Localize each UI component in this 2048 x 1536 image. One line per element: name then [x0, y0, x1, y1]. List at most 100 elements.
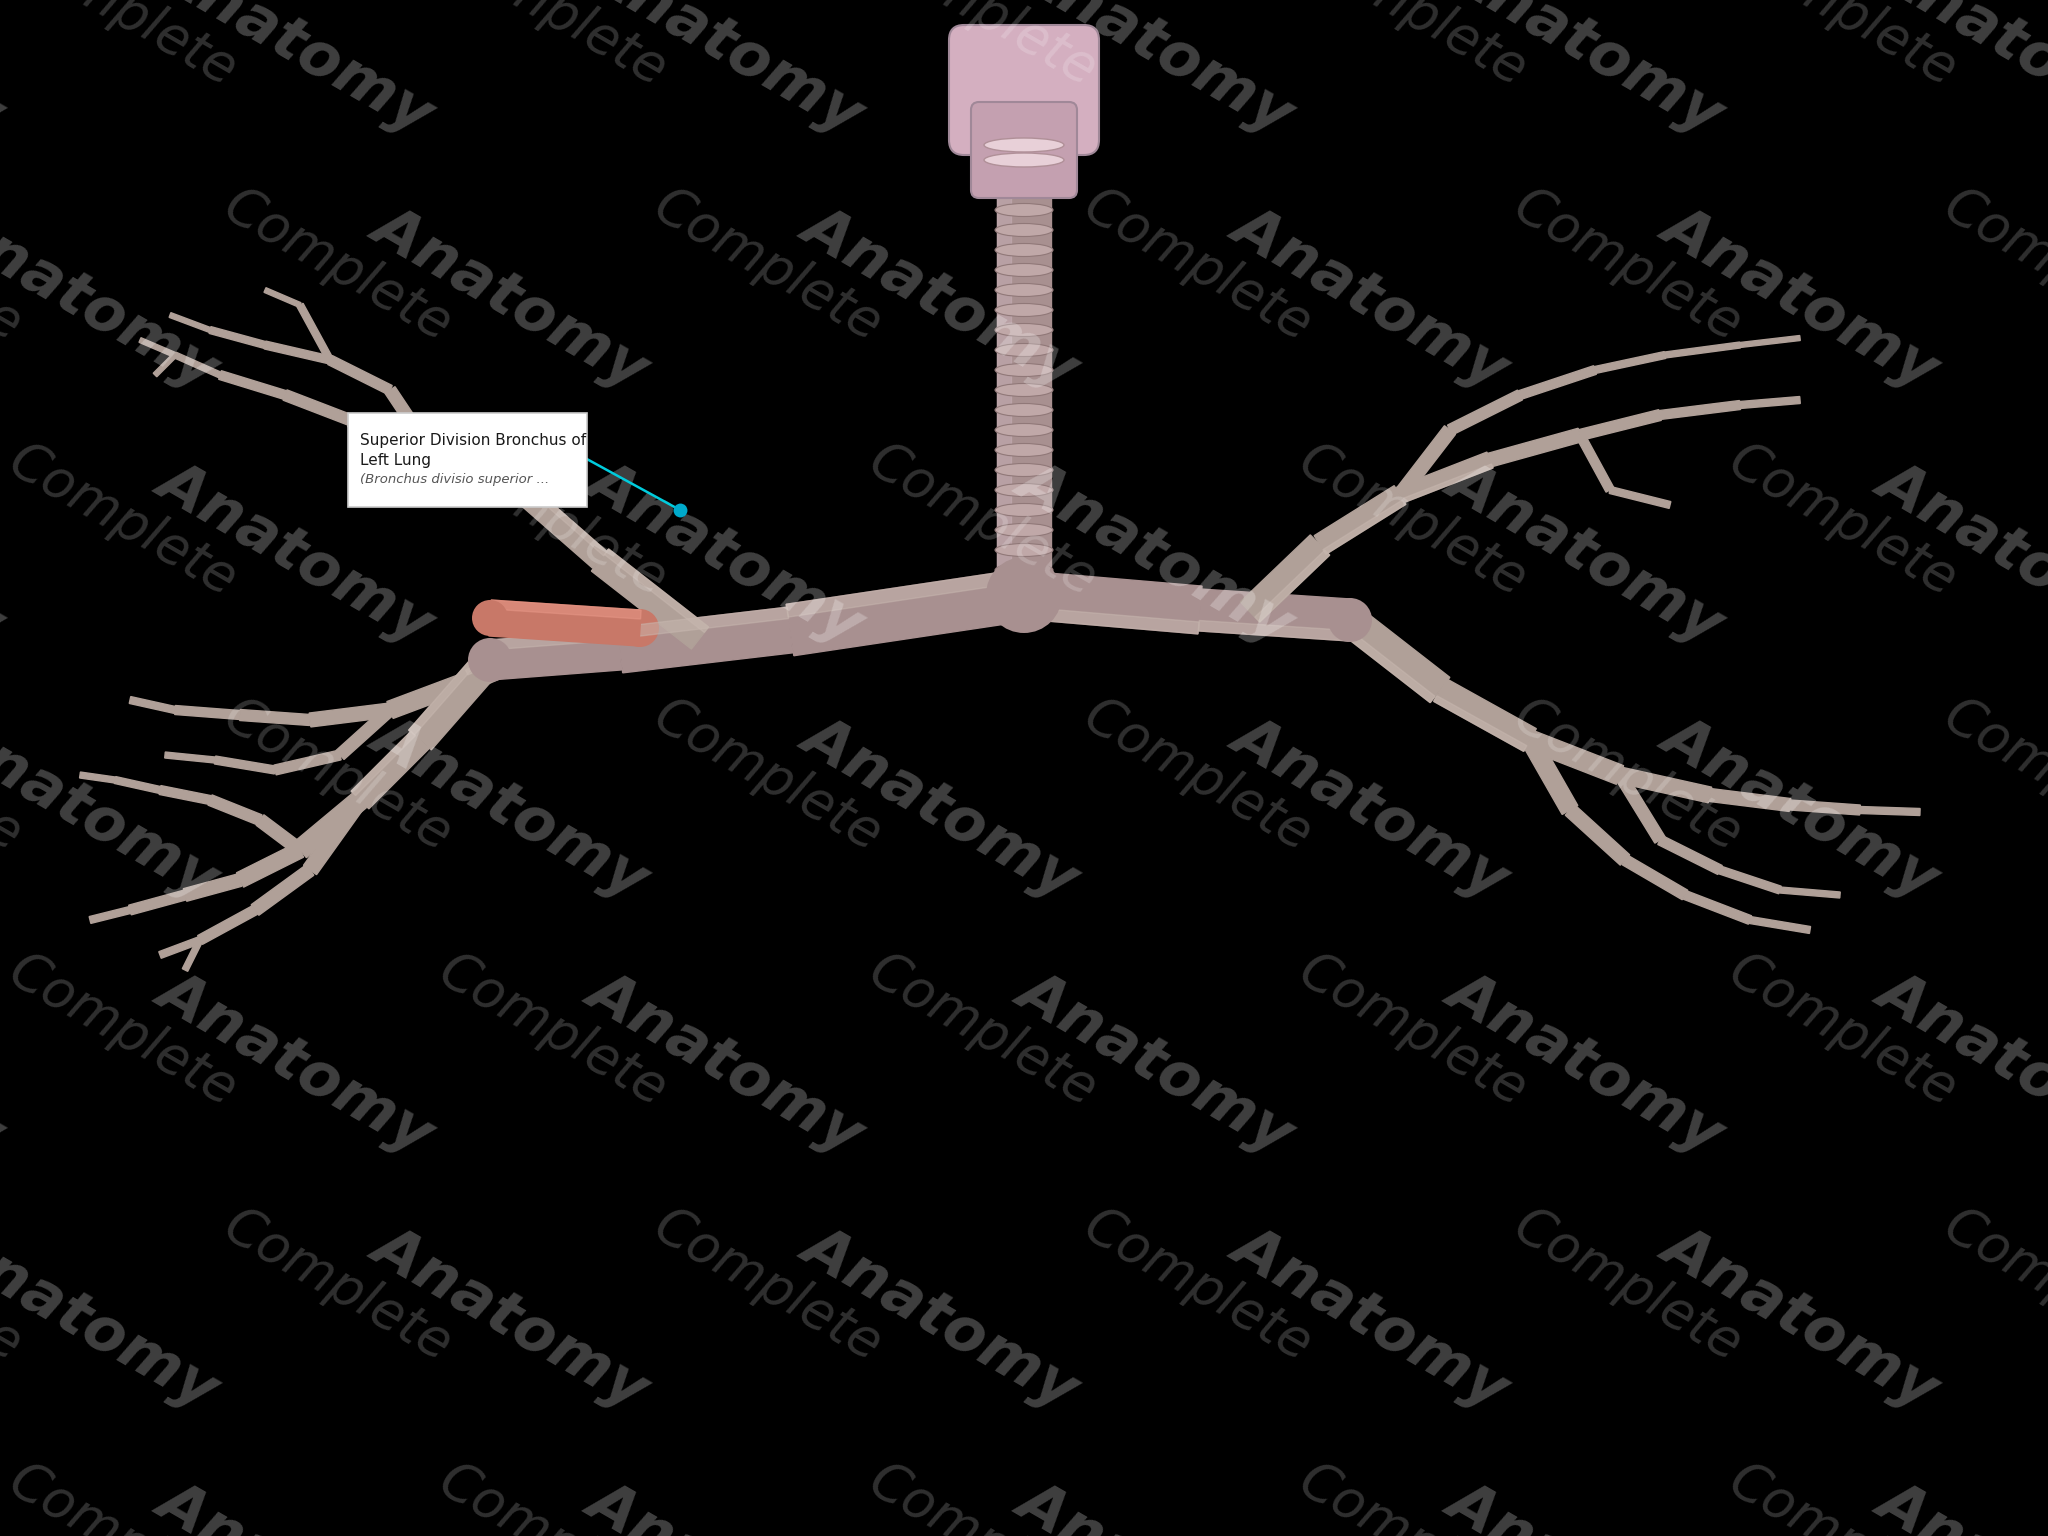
Polygon shape — [1577, 433, 1614, 492]
Text: Complete: Complete — [1075, 180, 1321, 352]
Text: Anatomy: Anatomy — [1223, 1217, 1518, 1421]
Text: Complete: Complete — [0, 1455, 246, 1536]
Text: Anatomy: Anatomy — [0, 197, 227, 401]
Polygon shape — [154, 353, 176, 376]
Circle shape — [471, 601, 508, 636]
Polygon shape — [1448, 390, 1522, 435]
Polygon shape — [236, 843, 303, 888]
Polygon shape — [1522, 736, 1577, 814]
Text: Anatomy: Anatomy — [147, 962, 442, 1166]
Text: Complete: Complete — [860, 1455, 1106, 1536]
Text: Anatomy: Anatomy — [0, 452, 12, 656]
Text: Anatomy: Anatomy — [1438, 0, 1733, 146]
Ellipse shape — [995, 564, 1053, 576]
Polygon shape — [387, 671, 473, 719]
Ellipse shape — [995, 304, 1053, 316]
Text: Complete: Complete — [430, 0, 676, 97]
Polygon shape — [264, 341, 332, 364]
Ellipse shape — [995, 264, 1053, 276]
Polygon shape — [1255, 550, 1329, 622]
Polygon shape — [616, 607, 788, 639]
FancyBboxPatch shape — [971, 101, 1077, 198]
Text: Anatomy: Anatomy — [1868, 0, 2048, 146]
Text: Complete: Complete — [1720, 435, 1966, 607]
Text: Anatomy: Anatomy — [0, 1471, 12, 1536]
Text: Anatomy: Anatomy — [1653, 1217, 1948, 1421]
Text: Complete: Complete — [0, 945, 246, 1117]
Polygon shape — [209, 327, 266, 349]
Text: Complete: Complete — [1290, 1455, 1536, 1536]
Text: Complete: Complete — [645, 690, 891, 862]
Text: Anatomy: Anatomy — [147, 1471, 442, 1536]
Polygon shape — [309, 703, 391, 727]
Text: Complete: Complete — [1075, 1200, 1321, 1372]
Text: Anatomy: Anatomy — [1438, 1471, 1733, 1536]
Polygon shape — [1657, 836, 1722, 874]
Text: Complete: Complete — [215, 690, 461, 862]
Ellipse shape — [995, 284, 1053, 296]
Polygon shape — [252, 865, 313, 915]
Text: Complete: Complete — [1505, 1200, 1751, 1372]
Ellipse shape — [995, 464, 1053, 476]
Polygon shape — [1579, 410, 1661, 441]
Polygon shape — [1622, 856, 1688, 900]
Text: Anatomy: Anatomy — [1223, 707, 1518, 911]
Ellipse shape — [995, 203, 1053, 217]
Text: Anatomy: Anatomy — [362, 1217, 657, 1421]
Polygon shape — [524, 482, 608, 556]
Text: Complete: Complete — [0, 435, 246, 607]
Polygon shape — [328, 355, 393, 395]
Text: Complete: Complete — [1505, 690, 1751, 862]
Text: Complete: Complete — [0, 0, 246, 97]
Polygon shape — [1395, 425, 1456, 499]
Polygon shape — [1022, 571, 1202, 634]
Text: Anatomy: Anatomy — [0, 1217, 227, 1421]
Polygon shape — [174, 705, 240, 719]
Text: Anatomy: Anatomy — [0, 707, 227, 911]
Polygon shape — [997, 190, 1051, 594]
Polygon shape — [1610, 487, 1671, 508]
Polygon shape — [1616, 773, 1665, 843]
Text: Anatomy: Anatomy — [793, 197, 1087, 401]
Ellipse shape — [995, 384, 1053, 396]
Polygon shape — [1198, 621, 1350, 641]
Circle shape — [985, 558, 1063, 633]
Polygon shape — [1489, 429, 1581, 467]
Text: Complete: Complete — [860, 945, 1106, 1117]
Text: Complete: Complete — [645, 1200, 891, 1372]
Text: Anatomy: Anatomy — [1008, 0, 1303, 146]
Ellipse shape — [983, 154, 1065, 167]
Polygon shape — [465, 630, 565, 690]
Polygon shape — [350, 731, 428, 809]
Polygon shape — [197, 906, 258, 945]
Polygon shape — [1749, 917, 1810, 934]
Polygon shape — [160, 785, 211, 805]
Polygon shape — [1397, 452, 1493, 502]
Polygon shape — [1710, 788, 1790, 811]
Polygon shape — [489, 601, 641, 647]
Text: Complete: Complete — [215, 1200, 461, 1372]
Text: Complete: Complete — [430, 1455, 676, 1536]
Text: Anatomy: Anatomy — [1438, 962, 1733, 1166]
Text: Anatomy: Anatomy — [1868, 1471, 2048, 1536]
Ellipse shape — [995, 364, 1053, 376]
Polygon shape — [604, 548, 709, 633]
Ellipse shape — [995, 544, 1053, 556]
Polygon shape — [293, 793, 367, 857]
Polygon shape — [1683, 891, 1751, 925]
Polygon shape — [139, 338, 176, 358]
Polygon shape — [182, 874, 242, 902]
Text: Complete: Complete — [645, 180, 891, 352]
Text: Complete: Complete — [215, 180, 461, 352]
Polygon shape — [1718, 866, 1782, 894]
Polygon shape — [1022, 607, 1198, 634]
Polygon shape — [129, 891, 186, 915]
Text: Anatomy: Anatomy — [0, 962, 12, 1166]
Polygon shape — [274, 750, 342, 774]
Polygon shape — [336, 705, 393, 759]
Text: Complete: Complete — [1720, 945, 1966, 1117]
Ellipse shape — [995, 444, 1053, 456]
Polygon shape — [1565, 805, 1630, 865]
Polygon shape — [1618, 766, 1712, 803]
Text: Anatomy: Anatomy — [578, 962, 872, 1166]
